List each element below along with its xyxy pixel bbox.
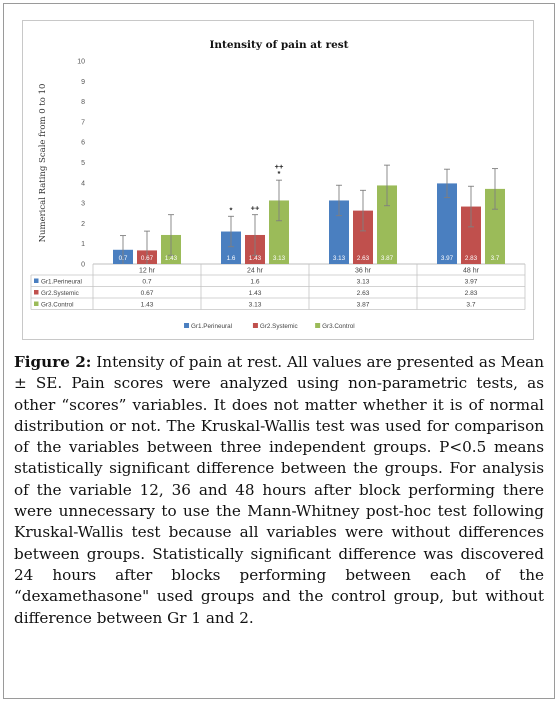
data-label: 0.67 (141, 255, 154, 262)
y-tick-label: 5 (81, 160, 85, 167)
bar (485, 188, 505, 264)
table-cell: 3.97 (465, 278, 478, 285)
table-series-name: Gr3.Control (41, 301, 74, 308)
table-cell: 0.7 (142, 278, 151, 285)
table-cell: 1.6 (250, 278, 259, 285)
data-label: 3.13 (333, 255, 346, 262)
data-label: 3.13 (273, 255, 286, 262)
significance-mark: * (230, 205, 233, 214)
bar-chart: Intensity of pain at rest Numerical Ratin… (30, 39, 526, 330)
table-legend-key (34, 290, 39, 295)
table-series-name: Gr2.Systemic (41, 290, 79, 297)
bar (269, 200, 289, 264)
data-label: 2.83 (465, 255, 478, 262)
y-tick-label: 4 (81, 180, 85, 187)
figure-caption-text: Intensity of pain at rest. All values ar… (14, 353, 545, 627)
y-tick-label: 0 (81, 262, 85, 269)
data-label: 1.6 (227, 255, 236, 262)
bar (221, 231, 241, 264)
figure-caption: Figure 2: Intensity of pain at rest. All… (14, 352, 544, 629)
y-tick-label: 8 (81, 99, 85, 106)
bar (329, 200, 349, 264)
data-label: 3.97 (441, 255, 454, 262)
x-tick-label: 36 hr (355, 268, 372, 275)
data-label: 0.7 (119, 255, 128, 262)
table-cell: 2.83 (465, 290, 478, 297)
significance-mark: ++ (275, 162, 284, 171)
chart-container: Intensity of pain at rest Numerical Ratin… (22, 20, 534, 340)
legend-swatch (315, 323, 321, 328)
table-legend-key (34, 301, 39, 306)
table-cell: 3.7 (466, 301, 475, 308)
y-tick-label: 1 (81, 241, 85, 248)
table-legend-key (34, 278, 39, 283)
bar (353, 210, 373, 264)
y-tick-label: 6 (81, 140, 85, 147)
legend-label: Gr1.Perineural (191, 323, 232, 330)
table-series-name: Gr1.Perineural (41, 278, 82, 285)
data-label: 1.43 (249, 255, 262, 262)
table-cell: 0.67 (141, 290, 154, 297)
y-axis-label: Numerical Rating Scale from 0 to 10 (38, 84, 48, 243)
legend-label: Gr3.Control (322, 323, 355, 330)
y-tick-label: 9 (81, 79, 85, 86)
table-cell: 3.13 (249, 301, 262, 308)
x-tick-label: 12 hr (139, 268, 156, 275)
y-tick-label: 10 (77, 59, 85, 66)
x-tick-label: 24 hr (247, 268, 264, 275)
legend-label: Gr2.Systemic (260, 323, 298, 330)
chart-title: Intensity of pain at rest (209, 39, 348, 51)
y-tick-label: 3 (81, 201, 85, 208)
bar (377, 185, 397, 264)
data-label: 3.87 (381, 255, 394, 262)
bar (461, 206, 481, 264)
y-tick-label: 2 (81, 221, 85, 228)
significance-mark: ++ (251, 204, 260, 213)
table-cell: 1.43 (141, 301, 154, 308)
figure-frame (3, 3, 555, 699)
table-cell: 3.13 (357, 278, 370, 285)
table-cell: 1.43 (249, 290, 262, 297)
significance-mark: * (278, 169, 281, 178)
table-cell: 2.63 (357, 290, 370, 297)
y-tick-label: 7 (81, 119, 85, 126)
legend-swatch (252, 323, 258, 328)
legend-swatch (184, 323, 190, 328)
data-label: 2.63 (357, 255, 370, 262)
bar (437, 183, 457, 264)
table-cell: 3.87 (357, 301, 370, 308)
data-label: 3.7 (491, 255, 500, 262)
x-tick-label: 48 hr (463, 268, 480, 275)
figure-label: Figure 2: (14, 353, 92, 371)
data-label: 1.43 (165, 255, 178, 262)
